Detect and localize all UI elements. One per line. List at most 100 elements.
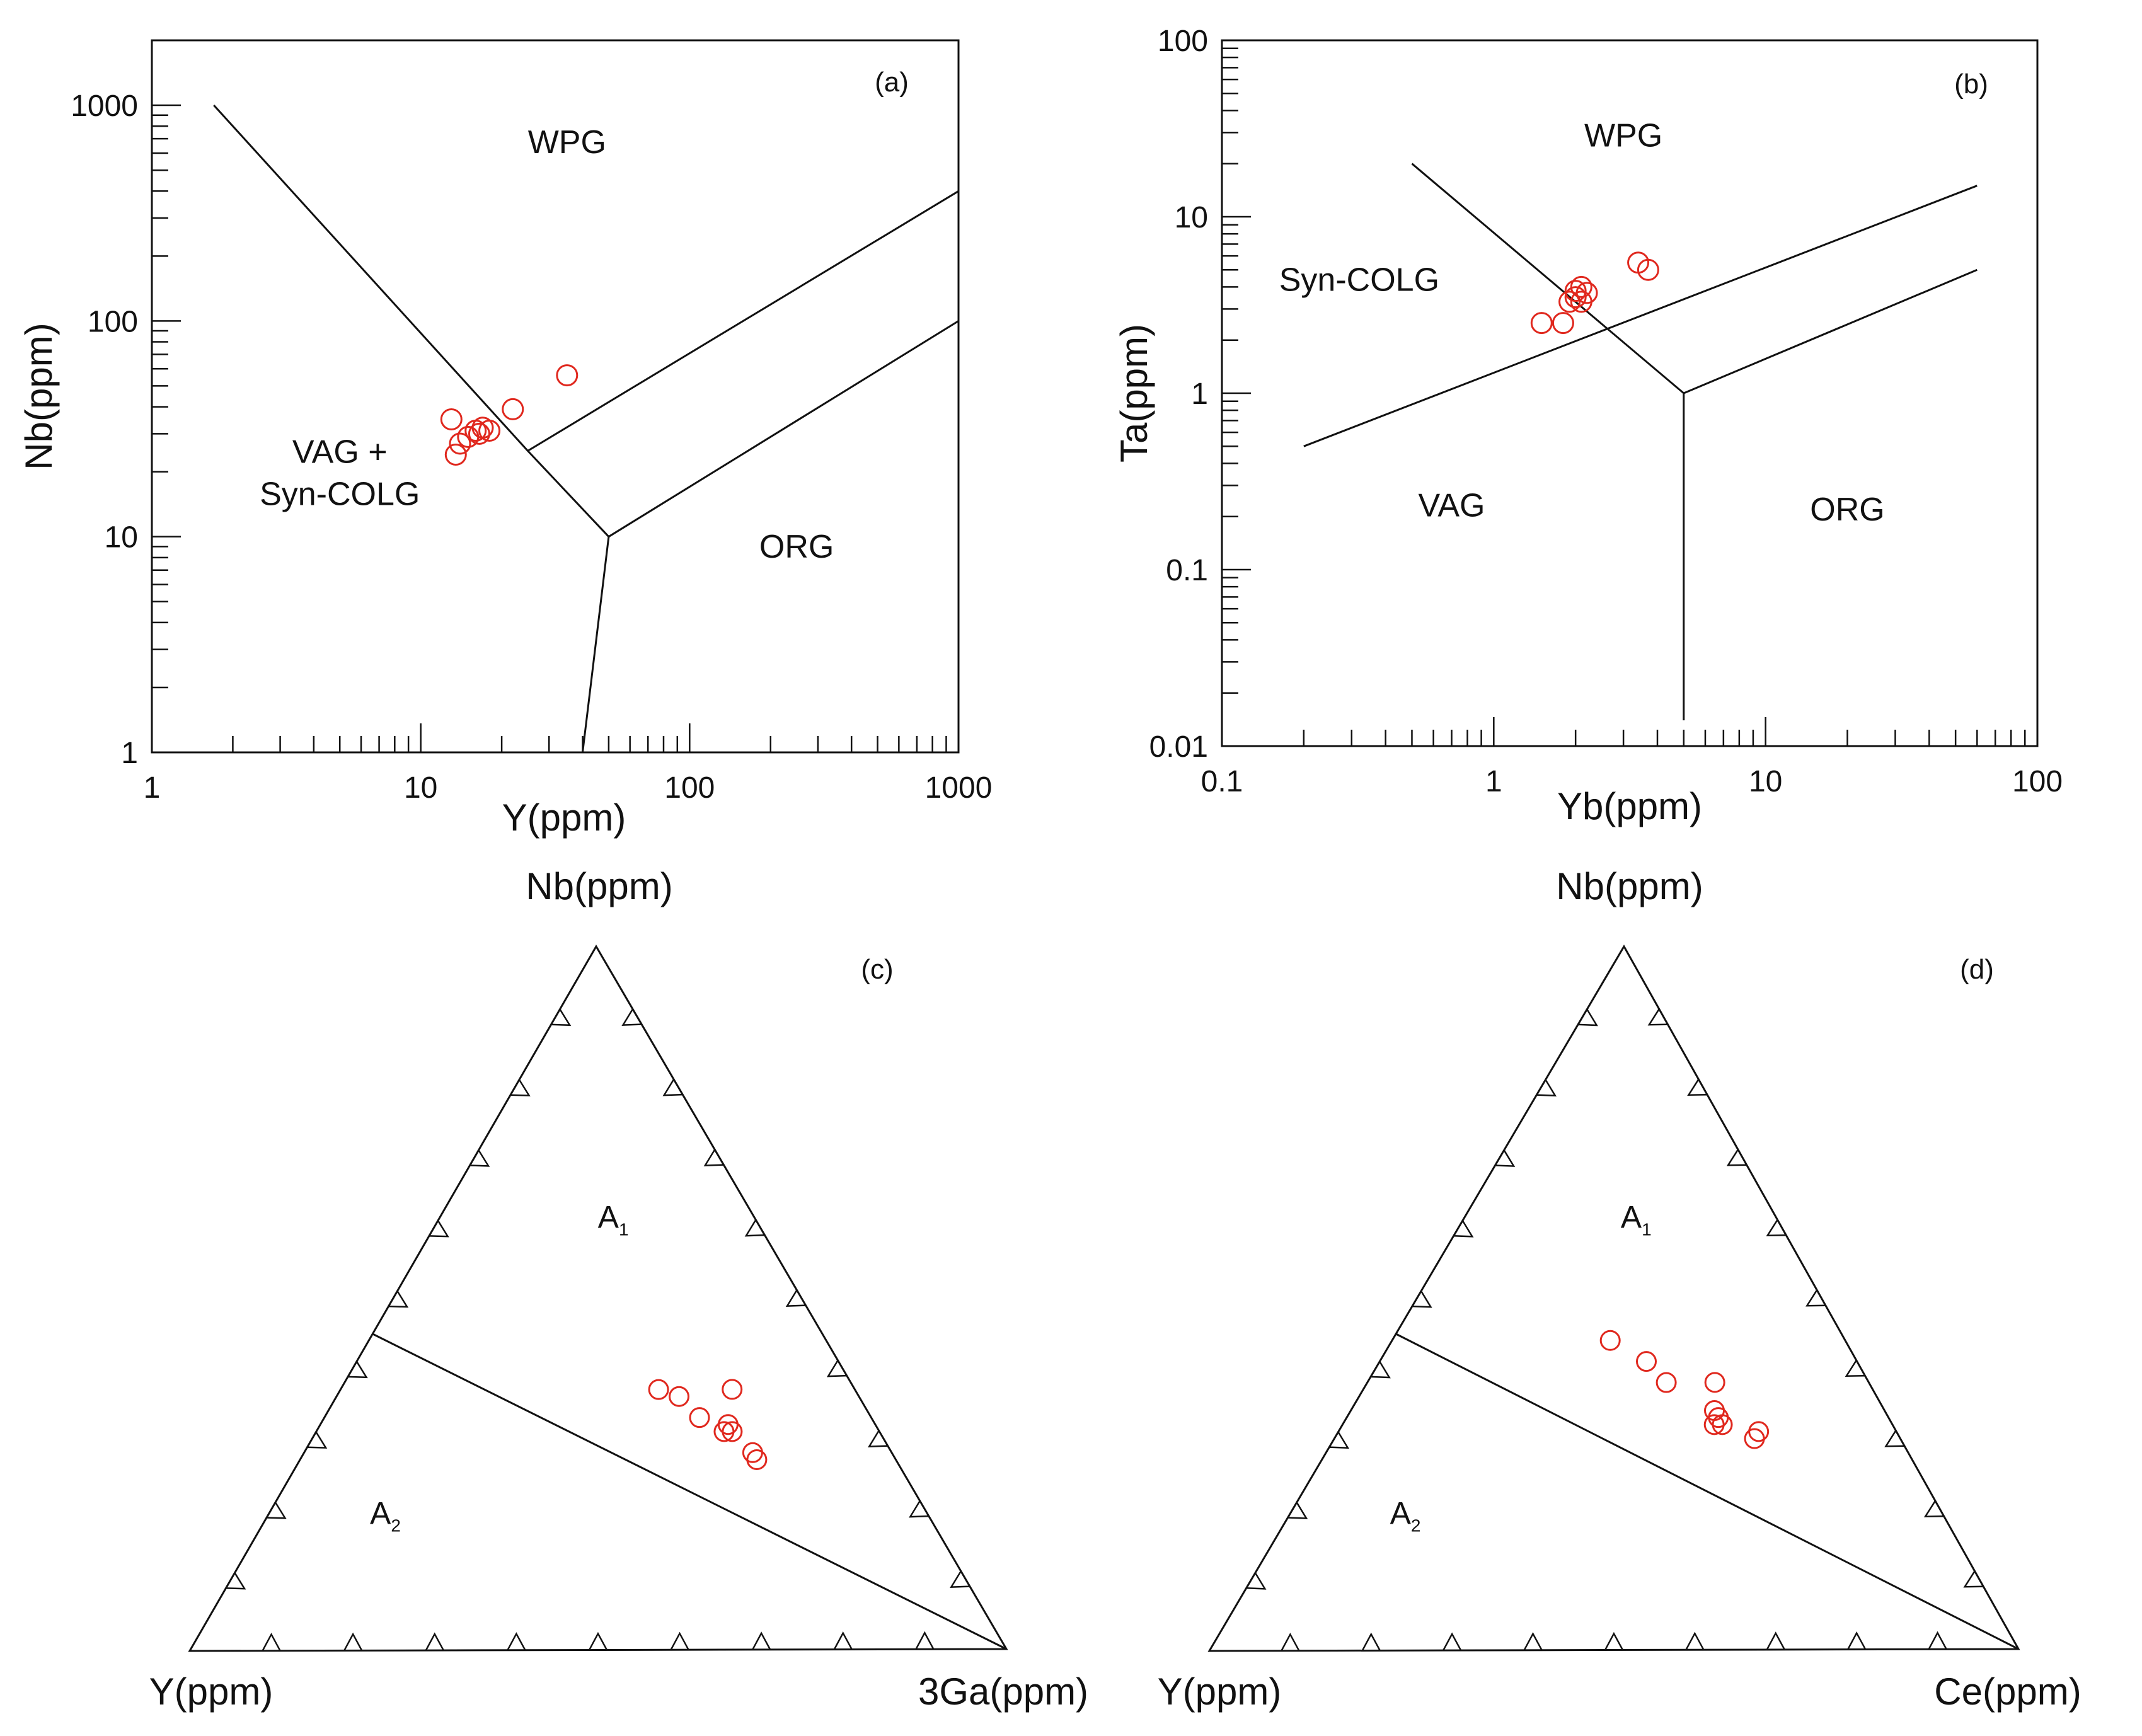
region-letter: A xyxy=(598,1200,619,1235)
region-label-wpg: WPG xyxy=(528,124,606,161)
right-side-tick xyxy=(1726,1149,1747,1166)
left-side-tick xyxy=(1412,1291,1432,1308)
region-label-syn-colg: Syn-COLG xyxy=(1279,262,1439,299)
y-tick-label-a: 1 xyxy=(121,737,138,770)
right-side-tick xyxy=(1963,1570,1984,1588)
y-tick-label-a: 100 xyxy=(88,305,138,338)
left-side-tick xyxy=(1371,1361,1391,1379)
region-label-vag: VAG xyxy=(1419,488,1485,524)
y-tick-label-b: 100 xyxy=(1158,25,1208,58)
left-side-tick xyxy=(307,1431,328,1449)
region-label-vag-: VAG + xyxy=(292,434,388,470)
data-point xyxy=(468,422,490,445)
region-label-syn-colg: Syn-COLG xyxy=(260,476,420,513)
region-subscript: 2 xyxy=(391,1515,401,1535)
right-side-tick xyxy=(662,1079,683,1096)
base-tick xyxy=(1361,1632,1381,1652)
base-tick xyxy=(1685,1631,1705,1650)
data-point xyxy=(689,1407,710,1428)
right-side-tick xyxy=(785,1289,806,1307)
region-label-a2: A2 xyxy=(370,1495,401,1535)
data-point xyxy=(1748,1421,1770,1442)
y-tick-label-a: 10 xyxy=(105,521,138,555)
data-point xyxy=(1655,1372,1677,1393)
apex-label-right: Ce(ppm) xyxy=(1934,1670,2081,1713)
right-side-tick xyxy=(621,1008,642,1026)
data-point xyxy=(722,1421,743,1442)
data-point xyxy=(440,408,463,430)
base-tick xyxy=(1847,1631,1867,1650)
region-label-org: ORG xyxy=(759,529,834,565)
left-side-tick xyxy=(1246,1572,1267,1590)
left-side-tick xyxy=(388,1291,409,1308)
data-point xyxy=(1708,1407,1729,1428)
left-side-tick xyxy=(226,1572,246,1590)
base-tick xyxy=(1523,1632,1543,1651)
left-side-tick xyxy=(1453,1220,1474,1238)
base-tick xyxy=(1281,1633,1300,1652)
boundary-line-b xyxy=(1303,185,1978,447)
plot-frame-a xyxy=(151,39,960,754)
region-label-a1: A1 xyxy=(598,1200,629,1239)
left-side-tick xyxy=(1578,1009,1598,1026)
left-side-tick xyxy=(469,1149,490,1167)
y-axis-label: Nb(ppm) xyxy=(18,323,60,469)
apex-label-left: Y(ppm) xyxy=(149,1670,274,1713)
base-tick xyxy=(833,1631,853,1650)
data-point xyxy=(1552,312,1574,335)
right-side-tick xyxy=(950,1570,970,1588)
right-side-tick xyxy=(1923,1500,1944,1518)
y-tick-label-b: 10 xyxy=(1175,201,1208,234)
data-point xyxy=(1564,280,1587,302)
base-tick xyxy=(1604,1631,1624,1651)
data-point xyxy=(449,432,471,455)
region-subscript: 1 xyxy=(619,1220,629,1239)
base-tick xyxy=(343,1632,363,1652)
right-side-tick xyxy=(703,1149,724,1166)
data-point xyxy=(556,364,579,387)
data-point xyxy=(742,1442,763,1463)
data-point xyxy=(1564,286,1587,309)
base-tick xyxy=(915,1631,935,1650)
panel-label: (c) xyxy=(861,954,893,985)
left-side-tick xyxy=(1536,1079,1557,1097)
region-letter: A xyxy=(1390,1495,1412,1531)
base-tick xyxy=(425,1632,444,1651)
right-side-tick xyxy=(1845,1360,1865,1377)
data-point xyxy=(478,419,501,442)
data-point xyxy=(1744,1428,1765,1449)
region-label-a2: A2 xyxy=(1390,1495,1421,1535)
base-tick xyxy=(588,1631,608,1651)
x-tick-label-b: 100 xyxy=(2012,765,2063,798)
y-tick-label-b: 1 xyxy=(1191,377,1208,411)
left-side-tick xyxy=(1329,1431,1350,1449)
right-side-tick xyxy=(826,1360,847,1377)
data-point xyxy=(444,444,467,466)
left-side-tick xyxy=(429,1220,449,1238)
y-axis-label: Ta(ppm) xyxy=(1113,324,1155,463)
y-tick-label-b: 0.01 xyxy=(1149,730,1208,764)
right-side-tick xyxy=(1647,1008,1668,1026)
right-side-tick xyxy=(909,1500,929,1518)
x-tick-label-a: 100 xyxy=(664,771,715,805)
base-tick xyxy=(670,1631,689,1650)
right-side-tick xyxy=(1884,1430,1905,1447)
panel-label: (b) xyxy=(1954,69,1988,100)
apex-label-top: Nb(ppm) xyxy=(1556,865,1703,907)
left-side-tick xyxy=(1287,1502,1308,1519)
x-tick-label-a: 1 xyxy=(144,771,161,805)
x-tick-label-b: 0.1 xyxy=(1201,765,1243,798)
base-tick xyxy=(1928,1631,1947,1650)
a1-a2-boundary-line xyxy=(1395,1333,2019,1650)
region-subscript: 1 xyxy=(1642,1220,1652,1239)
boundary-line-a xyxy=(608,320,959,537)
left-side-tick xyxy=(266,1502,287,1519)
apex-label-top: Nb(ppm) xyxy=(526,865,672,907)
left-side-tick xyxy=(551,1009,572,1026)
base-tick xyxy=(262,1633,281,1652)
boundary-line-b xyxy=(1411,163,1978,394)
panel-a-nb-vs-y: 1 10 100 1000 1 10 100 1000 WPG VAG + Syn-COLG ORG (… xyxy=(18,39,992,839)
left-side-tick xyxy=(347,1361,368,1379)
